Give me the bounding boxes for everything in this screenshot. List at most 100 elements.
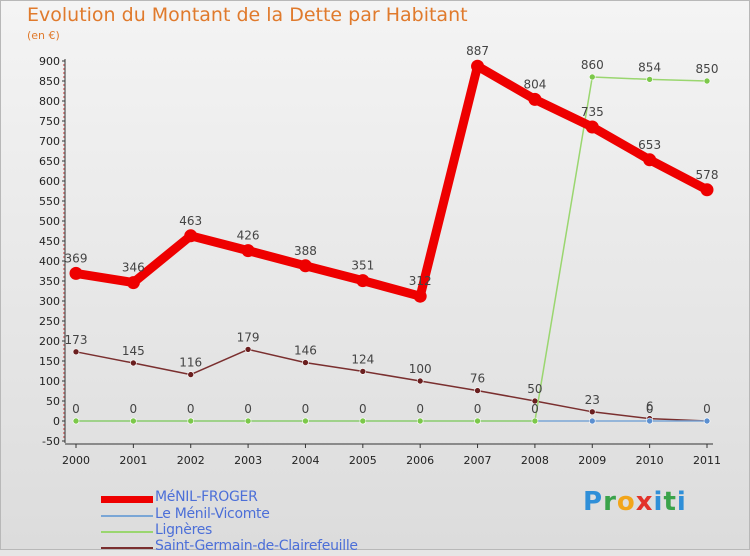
- series-line-0: [71, 61, 712, 301]
- y-minor-tick: [63, 292, 65, 294]
- y-minor-tick: [63, 84, 65, 86]
- data-label: 0: [302, 402, 310, 416]
- y-minor-tick: [63, 124, 65, 126]
- y-minor-tick: [63, 364, 65, 366]
- legend-label: MéNIL-FROGER: [155, 489, 258, 505]
- data-label: 173: [65, 333, 88, 347]
- y-minor-tick: [63, 72, 65, 74]
- logo-letter: o: [616, 487, 636, 517]
- y-minor-tick: [63, 144, 65, 146]
- x-tick-label: 2003: [234, 454, 262, 467]
- y-tick-label: 750: [39, 115, 60, 128]
- y-minor-tick: [63, 396, 65, 398]
- data-point: [528, 92, 542, 106]
- y-minor-tick: [63, 424, 65, 426]
- y-minor-tick: [63, 264, 65, 266]
- logo-letter: i: [676, 487, 687, 517]
- chart-title: Evolution du Montant de la Dette par Hab…: [27, 4, 468, 26]
- y-minor-tick: [63, 236, 65, 238]
- y-minor-tick: [63, 328, 65, 330]
- y-minor-tick: [63, 244, 65, 246]
- y-minor-tick: [63, 92, 65, 94]
- y-minor-tick: [63, 428, 65, 430]
- y-minor-tick: [63, 296, 65, 298]
- data-point: [359, 368, 367, 375]
- y-tick-label: 700: [39, 135, 60, 148]
- y-minor-tick: [63, 224, 65, 226]
- y-minor-tick: [63, 176, 65, 178]
- data-point: [416, 417, 424, 425]
- y-minor-tick: [63, 252, 65, 254]
- data-label: 0: [72, 402, 80, 416]
- y-minor-tick: [63, 112, 65, 114]
- y-minor-tick: [63, 232, 65, 234]
- y-minor-tick: [63, 228, 65, 230]
- y-minor-tick: [63, 416, 65, 418]
- data-point: [413, 289, 427, 303]
- y-minor-tick: [63, 256, 65, 258]
- y-minor-tick: [63, 272, 65, 274]
- data-point: [588, 73, 596, 81]
- y-minor-tick: [63, 332, 65, 334]
- y-tick-label: 200: [39, 335, 60, 348]
- data-point: [359, 417, 367, 425]
- data-point: [531, 417, 539, 425]
- data-point: [72, 417, 80, 425]
- data-label: 0: [531, 402, 539, 416]
- data-point: [646, 417, 653, 425]
- data-point: [703, 417, 711, 425]
- data-point: [130, 359, 137, 367]
- data-point: [646, 76, 653, 83]
- data-label: 100: [409, 362, 432, 376]
- data-point: [643, 153, 657, 167]
- y-minor-tick: [63, 376, 65, 378]
- y-minor-tick: [63, 352, 65, 354]
- y-minor-tick: [63, 76, 65, 78]
- data-label: 0: [359, 402, 367, 416]
- data-label: 0: [187, 402, 195, 416]
- y-minor-tick: [63, 312, 65, 314]
- data-label: 76: [470, 372, 485, 386]
- y-minor-tick: [63, 136, 65, 138]
- x-tick-label: 2008: [521, 454, 549, 467]
- y-tick-label: 650: [39, 155, 60, 168]
- y-minor-tick: [63, 368, 65, 370]
- y-tick-label: 900: [39, 55, 60, 68]
- y-tick-label: 850: [39, 75, 60, 88]
- y-minor-tick: [63, 164, 65, 166]
- legend-swatch-ligneres: [101, 531, 153, 533]
- data-point: [241, 244, 255, 258]
- y-minor-tick: [63, 404, 65, 406]
- data-label: 653: [638, 138, 661, 152]
- y-tick-label: 300: [39, 295, 60, 308]
- series-line-2: [75, 76, 708, 422]
- y-minor-tick: [63, 152, 65, 154]
- y-minor-tick: [63, 208, 65, 210]
- data-point: [298, 259, 312, 273]
- chart-unit: (en €): [27, 29, 60, 42]
- y-tick-label: 250: [39, 315, 60, 328]
- y-tick-label: 50: [46, 395, 60, 408]
- data-label: 887: [466, 44, 489, 58]
- y-minor-tick: [63, 412, 65, 414]
- data-label: 346: [122, 261, 145, 275]
- legend-label: Le Ménil-Vicomte: [155, 506, 270, 522]
- x-tick-label: 2001: [119, 454, 147, 467]
- data-point: [126, 276, 140, 290]
- x-tick-label: 2011: [693, 454, 721, 467]
- data-label: 860: [581, 58, 604, 72]
- y-minor-tick: [63, 316, 65, 318]
- y-tick-label: 550: [39, 195, 60, 208]
- y-minor-tick: [63, 156, 65, 158]
- y-minor-tick: [63, 104, 65, 106]
- data-label: 312: [409, 274, 432, 288]
- y-tick-label: 0: [53, 415, 60, 428]
- data-label-layer: 369 346 463 426 388 351 312 887 804 735 653 578 0 0 0 0…: [65, 44, 719, 416]
- data-point: [302, 359, 309, 366]
- y-tick-label: 400: [39, 255, 60, 268]
- y-minor-tick: [63, 304, 65, 306]
- data-label: 850: [696, 62, 719, 76]
- y-minor-tick: [63, 348, 65, 350]
- data-point: [244, 417, 252, 425]
- legend-label: Saint-Germain-de-Clairefeuille: [155, 538, 358, 554]
